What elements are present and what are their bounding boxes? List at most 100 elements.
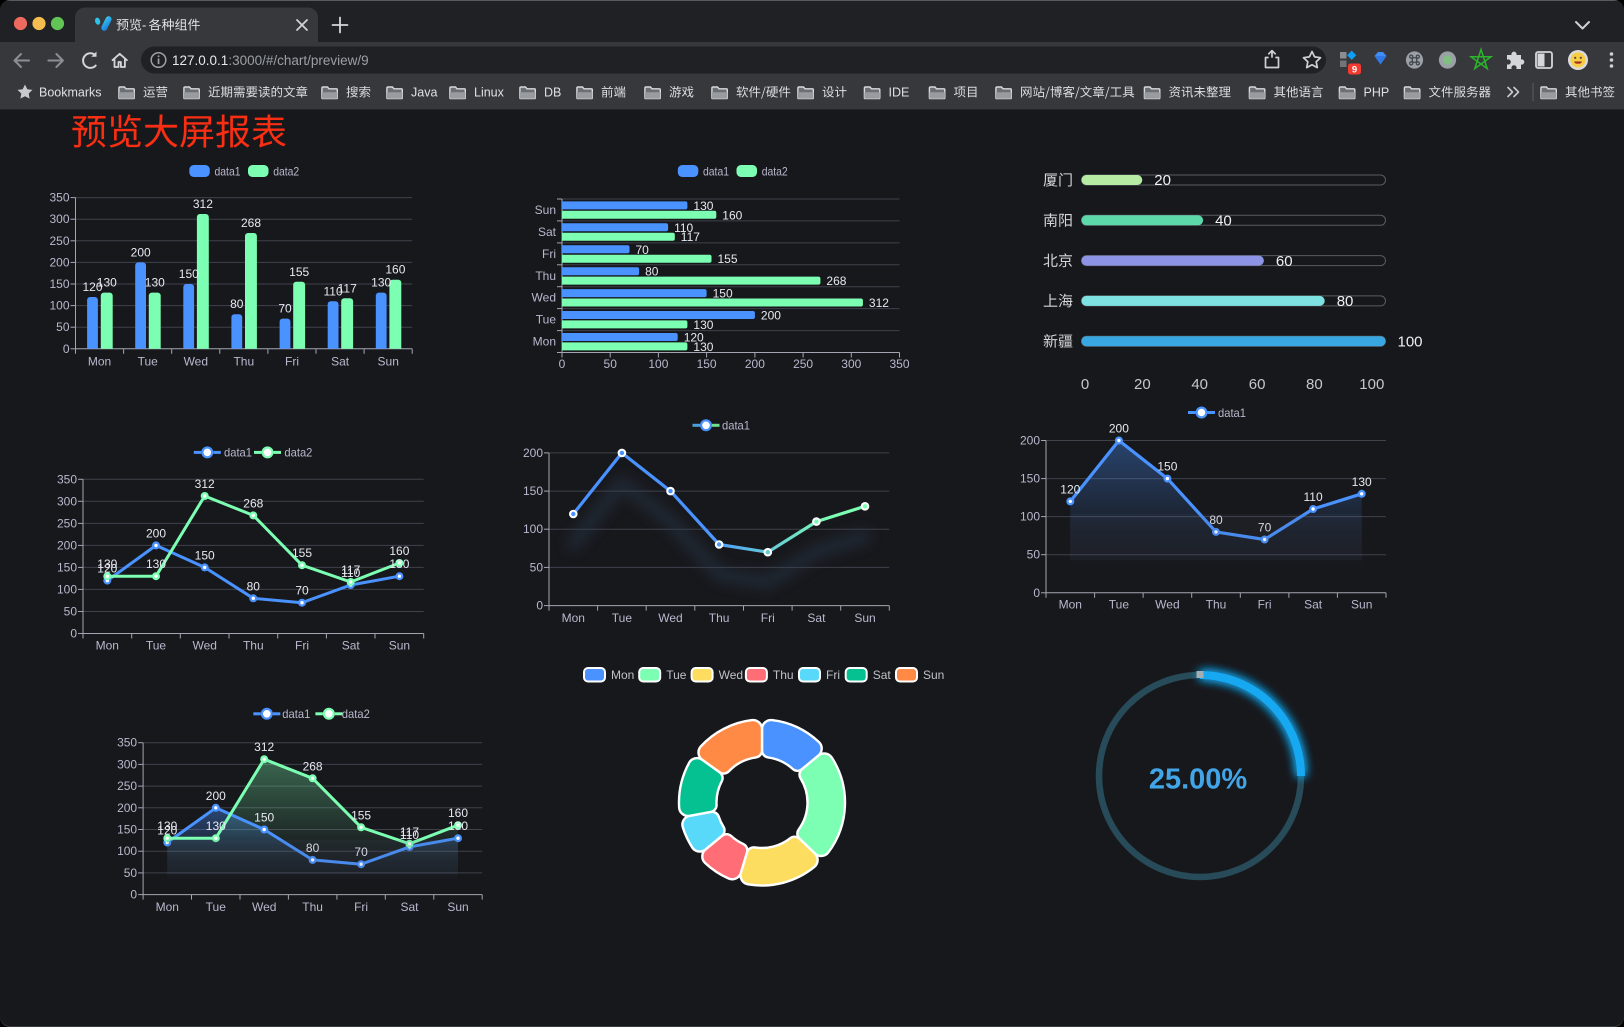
svg-text:312: 312	[869, 296, 889, 310]
svg-text:Tue: Tue	[1109, 598, 1130, 612]
svg-text:100: 100	[523, 522, 543, 536]
svg-text:200: 200	[49, 255, 69, 269]
svg-text:160: 160	[722, 208, 742, 222]
svg-text:250: 250	[57, 516, 77, 530]
svg-text:350: 350	[117, 736, 137, 750]
svg-text:Fri: Fri	[1258, 598, 1272, 612]
svg-text:50: 50	[604, 357, 618, 371]
svg-text:Tue: Tue	[612, 611, 633, 625]
svg-text:130: 130	[145, 276, 165, 290]
svg-text:data1: data1	[703, 165, 729, 179]
svg-text:Mon: Mon	[611, 668, 634, 682]
svg-text:Sat: Sat	[1304, 598, 1323, 612]
svg-text:100: 100	[1398, 333, 1423, 350]
svg-text:100: 100	[49, 299, 69, 313]
svg-text:Wed: Wed	[532, 291, 556, 305]
svg-text:80: 80	[247, 579, 261, 593]
svg-text:150: 150	[57, 560, 77, 574]
svg-text:50: 50	[530, 560, 544, 574]
svg-text:200: 200	[745, 357, 765, 371]
svg-text:Mon: Mon	[1059, 598, 1082, 612]
svg-text:150: 150	[1020, 472, 1040, 486]
svg-text:100: 100	[1020, 510, 1040, 524]
svg-text:Tue: Tue	[206, 900, 227, 914]
svg-text:IDE: IDE	[889, 86, 910, 100]
svg-text:250: 250	[49, 234, 69, 248]
svg-text:Sun: Sun	[447, 900, 468, 914]
svg-text:Sat: Sat	[400, 900, 419, 914]
svg-text:100: 100	[117, 844, 137, 858]
svg-text:155: 155	[351, 808, 371, 822]
svg-text:160: 160	[448, 806, 468, 820]
svg-text:Wed: Wed	[252, 900, 276, 914]
svg-text:Wed: Wed	[719, 668, 743, 682]
svg-text:130: 130	[693, 199, 713, 213]
svg-text:250: 250	[117, 779, 137, 793]
svg-text:data2: data2	[762, 165, 788, 179]
svg-text:data1: data1	[215, 165, 241, 179]
svg-text:80: 80	[1337, 293, 1354, 310]
svg-text:Sun: Sun	[854, 611, 875, 625]
svg-text:300: 300	[841, 357, 861, 371]
svg-text:Wed: Wed	[192, 639, 216, 653]
svg-text:350: 350	[57, 472, 77, 486]
svg-text:Mon: Mon	[562, 611, 585, 625]
svg-text:data1: data1	[282, 707, 310, 721]
svg-text:130: 130	[693, 340, 713, 354]
svg-text:20: 20	[1154, 172, 1171, 189]
svg-text:40: 40	[1191, 376, 1208, 393]
svg-text:160: 160	[385, 263, 405, 277]
svg-text:Thu: Thu	[302, 900, 323, 914]
svg-text:DB: DB	[544, 86, 561, 100]
svg-text:data2: data2	[342, 707, 370, 721]
svg-text:Thu: Thu	[535, 269, 556, 283]
svg-text:Fri: Fri	[354, 900, 368, 914]
svg-text:100: 100	[1359, 376, 1384, 393]
svg-text:-: -	[142, 18, 146, 33]
svg-text:155: 155	[289, 265, 309, 279]
svg-text:Mon: Mon	[156, 900, 179, 914]
svg-text:Fri: Fri	[826, 668, 840, 682]
svg-text:Mon: Mon	[88, 355, 111, 369]
svg-text:Wed: Wed	[658, 611, 682, 625]
svg-text:Thu: Thu	[773, 668, 794, 682]
svg-text:50: 50	[64, 605, 78, 619]
svg-text:150: 150	[254, 811, 274, 825]
svg-text:127.0.0.1:3000/#/chart/preview: 127.0.0.1:3000/#/chart/preview/9	[172, 53, 369, 68]
svg-text:Sun: Sun	[1351, 598, 1372, 612]
svg-text:117: 117	[400, 825, 419, 839]
svg-text:117: 117	[338, 281, 357, 295]
svg-text:200: 200	[146, 526, 166, 540]
svg-text:0: 0	[536, 599, 543, 613]
svg-text:data2: data2	[284, 446, 312, 460]
svg-text:Wed: Wed	[184, 355, 208, 369]
svg-text:Sat: Sat	[807, 611, 826, 625]
svg-text:130: 130	[448, 819, 468, 833]
svg-text:data1: data1	[722, 419, 750, 433]
svg-text:155: 155	[292, 546, 312, 560]
svg-text:Sat: Sat	[873, 668, 892, 682]
svg-text:150: 150	[523, 484, 543, 498]
svg-text:50: 50	[124, 866, 138, 880]
svg-text:Fri: Fri	[295, 639, 309, 653]
svg-text:200: 200	[1109, 422, 1129, 436]
svg-text:80: 80	[645, 265, 659, 279]
svg-text:150: 150	[697, 357, 717, 371]
svg-text:350: 350	[49, 191, 69, 205]
svg-text:20: 20	[1134, 376, 1151, 393]
svg-text:130: 130	[157, 819, 177, 833]
svg-text:Wed: Wed	[1155, 598, 1179, 612]
svg-text:Sun: Sun	[923, 668, 944, 682]
svg-text:117: 117	[681, 230, 700, 244]
svg-text:150: 150	[49, 277, 69, 291]
svg-text:200: 200	[117, 801, 137, 815]
svg-text:110: 110	[674, 221, 693, 235]
svg-text:Sat: Sat	[342, 639, 361, 653]
svg-text:130: 130	[206, 819, 226, 833]
svg-text:data1: data1	[1218, 406, 1246, 420]
svg-text:Mon: Mon	[96, 639, 119, 653]
svg-text:312: 312	[254, 740, 274, 754]
svg-text:130: 130	[97, 276, 117, 290]
svg-text:268: 268	[303, 759, 323, 773]
svg-text:130: 130	[97, 557, 117, 571]
